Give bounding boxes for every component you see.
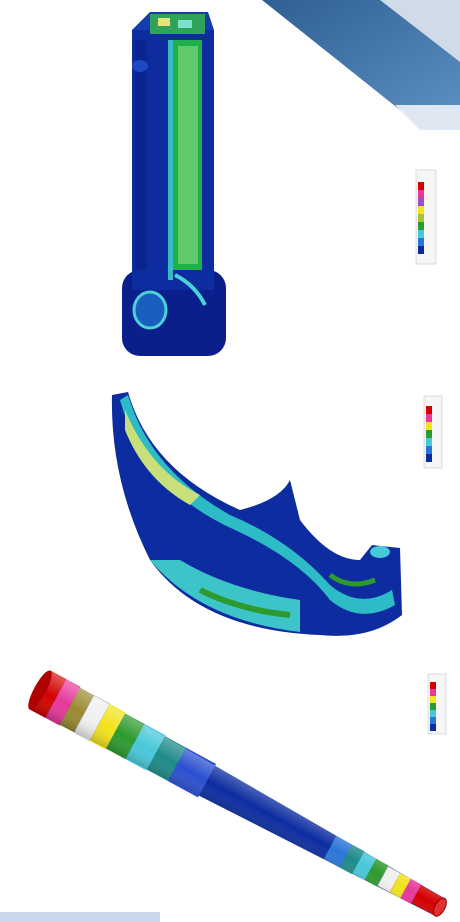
tapered-shaft <box>24 668 455 922</box>
corner-decoration <box>262 0 460 130</box>
legend-2 <box>424 396 442 468</box>
legend-3 <box>428 674 446 734</box>
bearing-cap <box>112 392 402 636</box>
connecting-rod <box>122 12 226 356</box>
bottom-decoration <box>0 912 160 922</box>
page: {} <box>0 0 460 922</box>
screenshot <box>0 0 460 922</box>
legend-1 <box>416 170 436 264</box>
